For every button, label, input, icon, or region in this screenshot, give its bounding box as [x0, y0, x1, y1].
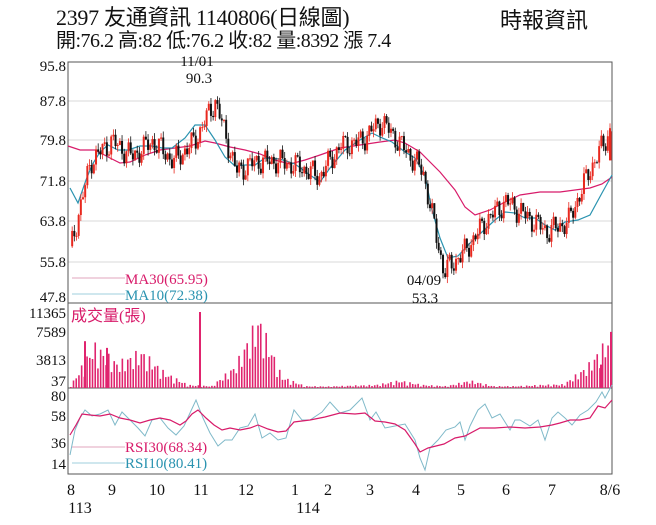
source-label: 時報資訊	[500, 8, 589, 33]
svg-text:47.8: 47.8	[40, 290, 66, 306]
svg-text:36: 36	[51, 436, 67, 452]
ma10-legend: MA10(72.38)	[125, 288, 208, 304]
price-grid	[68, 100, 612, 263]
svg-text:11/01: 11/01	[180, 54, 214, 70]
svg-text:4: 4	[412, 482, 420, 499]
svg-text:63.8: 63.8	[40, 214, 66, 230]
svg-text:3813: 3813	[36, 353, 66, 369]
svg-text:6: 6	[502, 482, 510, 499]
svg-text:58: 58	[51, 409, 66, 425]
chart-title: 2397 友通資訊 1140806(日線圖)	[56, 5, 350, 30]
candlesticks	[71, 96, 612, 284]
svg-text:55.8: 55.8	[40, 255, 66, 271]
svg-text:8: 8	[67, 482, 75, 499]
volume-bars	[70, 312, 612, 388]
rsi-legend: RSI30(68.34) RSI10(80.41)	[72, 440, 207, 472]
svg-text:7: 7	[548, 482, 556, 499]
svg-text:114: 114	[296, 500, 319, 517]
svg-text:7589: 7589	[36, 325, 66, 341]
svg-text:8/6: 8/6	[600, 482, 620, 499]
rsi-y-axis: 80 58 36 14	[51, 389, 67, 473]
svg-text:11: 11	[193, 482, 208, 499]
svg-text:87.8: 87.8	[40, 94, 66, 110]
svg-text:71.8: 71.8	[40, 174, 66, 190]
ma30-legend: MA30(65.95)	[125, 272, 208, 288]
svg-text:04/09: 04/09	[407, 273, 441, 289]
svg-text:80: 80	[51, 389, 66, 405]
panel-frames	[67, 61, 613, 475]
volume-label: 成交量(張)	[71, 307, 146, 325]
svg-text:90.3: 90.3	[186, 71, 212, 87]
ma-legend: MA30(65.95) MA10(72.38)	[72, 272, 208, 304]
rsi30-line	[69, 399, 613, 453]
rsi10-legend: RSI10(80.41)	[125, 456, 207, 472]
svg-text:53.3: 53.3	[412, 291, 438, 307]
rsi30-legend: RSI30(68.34)	[125, 440, 207, 456]
high-annotation: 11/01 90.3	[180, 54, 214, 87]
volume-y-axis: 11365 7589 3813 37	[29, 306, 66, 390]
low-annotation: 04/09 53.3	[407, 273, 441, 307]
ma30-line	[67, 139, 613, 216]
svg-text:37: 37	[51, 374, 67, 390]
svg-text:9: 9	[108, 482, 116, 499]
svg-text:79.8: 79.8	[40, 133, 66, 149]
svg-text:12: 12	[238, 482, 254, 499]
x-axis: 8 9 10 11 12 1 2 3 4 5 6 7 8/6 113 114	[67, 482, 620, 517]
svg-text:10: 10	[149, 482, 165, 499]
svg-text:3: 3	[366, 482, 374, 499]
ohlc-summary: 開:76.2 高:82 低:76.2 收:82 量:8392 漲 7.4	[56, 30, 391, 52]
svg-text:11365: 11365	[29, 306, 66, 322]
svg-text:2: 2	[324, 482, 332, 499]
svg-text:14: 14	[51, 457, 67, 473]
price-y-axis: 95.8 87.8 79.8 71.8 63.8 55.8 47.8	[40, 59, 66, 306]
svg-text:113: 113	[68, 500, 91, 517]
svg-text:95.8: 95.8	[40, 59, 66, 75]
svg-text:5: 5	[457, 482, 465, 499]
svg-text:1: 1	[291, 482, 299, 499]
